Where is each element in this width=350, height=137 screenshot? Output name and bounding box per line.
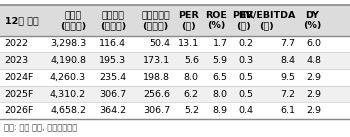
- Text: 256.6: 256.6: [143, 90, 170, 99]
- Text: 2.9: 2.9: [306, 90, 321, 99]
- Text: 0.5: 0.5: [239, 90, 254, 99]
- Text: 235.4: 235.4: [99, 73, 126, 82]
- Text: 7.2: 7.2: [280, 90, 295, 99]
- Text: 2024F: 2024F: [5, 73, 34, 82]
- Text: 1.7: 1.7: [212, 39, 228, 48]
- Text: 4,658.2: 4,658.2: [50, 106, 86, 115]
- Text: 2.9: 2.9: [306, 106, 321, 115]
- Text: 9.5: 9.5: [280, 73, 295, 82]
- Text: 자료: 회사 자료, 신한투자증권: 자료: 회사 자료, 신한투자증권: [4, 124, 77, 133]
- Text: 6.0: 6.0: [306, 39, 321, 48]
- Text: 198.8: 198.8: [143, 73, 170, 82]
- Text: DY
(%): DY (%): [303, 11, 321, 30]
- Text: 지배순이익
(십억원): 지배순이익 (십억원): [141, 11, 170, 30]
- Text: 2022: 2022: [5, 39, 29, 48]
- Text: 6.5: 6.5: [212, 73, 228, 82]
- Text: 0.2: 0.2: [239, 39, 254, 48]
- Text: 12월 결산: 12월 결산: [5, 16, 38, 25]
- Text: 116.4: 116.4: [99, 39, 126, 48]
- Text: 4,260.3: 4,260.3: [50, 73, 86, 82]
- Text: 2025F: 2025F: [5, 90, 34, 99]
- Text: PER
(배): PER (배): [178, 11, 199, 30]
- FancyBboxPatch shape: [0, 5, 350, 36]
- Text: 7.7: 7.7: [280, 39, 295, 48]
- Text: 8.9: 8.9: [212, 106, 228, 115]
- Text: 매출액
(십억원): 매출액 (십억원): [60, 11, 86, 30]
- Text: 2.9: 2.9: [306, 73, 321, 82]
- Text: 6.1: 6.1: [280, 106, 295, 115]
- Text: EV/EBITDA
(배): EV/EBITDA (배): [239, 11, 295, 30]
- Text: 4,190.8: 4,190.8: [50, 56, 86, 65]
- Text: 2026F: 2026F: [5, 106, 34, 115]
- Text: PBR
(배): PBR (배): [232, 11, 254, 30]
- Text: 4.8: 4.8: [306, 56, 321, 65]
- Text: 306.7: 306.7: [143, 106, 170, 115]
- Text: 5.9: 5.9: [212, 56, 228, 65]
- FancyBboxPatch shape: [0, 69, 350, 86]
- Text: 5.2: 5.2: [184, 106, 199, 115]
- Text: 6.2: 6.2: [184, 90, 199, 99]
- Text: 영업이익
(십억원): 영업이익 (십억원): [100, 11, 126, 30]
- Text: 195.3: 195.3: [99, 56, 126, 65]
- FancyBboxPatch shape: [0, 102, 350, 119]
- Text: 5.6: 5.6: [184, 56, 199, 65]
- Text: 3,298.3: 3,298.3: [50, 39, 86, 48]
- Text: 0.3: 0.3: [239, 56, 254, 65]
- Text: 4,310.2: 4,310.2: [50, 90, 86, 99]
- FancyBboxPatch shape: [0, 86, 350, 102]
- Text: 8.0: 8.0: [184, 73, 199, 82]
- Text: 306.7: 306.7: [99, 90, 126, 99]
- Text: 0.5: 0.5: [239, 73, 254, 82]
- Text: 8.4: 8.4: [280, 56, 295, 65]
- FancyBboxPatch shape: [0, 36, 350, 52]
- FancyBboxPatch shape: [0, 52, 350, 69]
- Text: 364.2: 364.2: [99, 106, 126, 115]
- Text: 13.1: 13.1: [178, 39, 199, 48]
- Text: 2023: 2023: [5, 56, 29, 65]
- Text: 0.4: 0.4: [239, 106, 254, 115]
- Text: ROE
(%): ROE (%): [205, 11, 228, 30]
- Text: 8.0: 8.0: [212, 90, 228, 99]
- Text: 50.4: 50.4: [149, 39, 170, 48]
- Text: 173.1: 173.1: [143, 56, 170, 65]
